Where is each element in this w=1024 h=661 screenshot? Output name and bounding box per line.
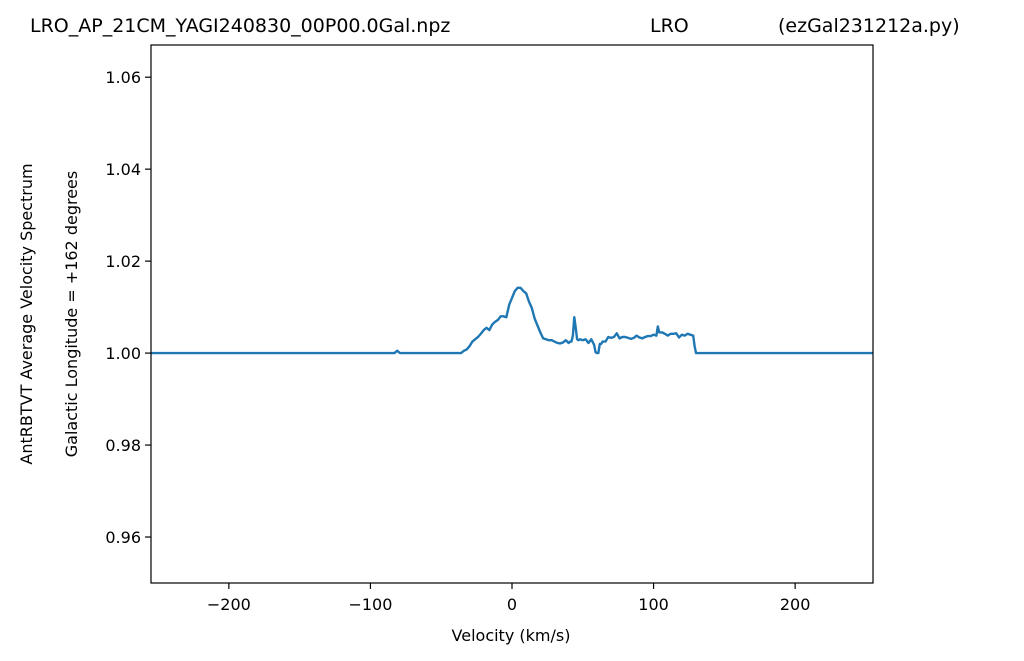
y-axis-label-longitude: Galactic Longitude = +162 degrees — [62, 171, 81, 457]
y-tick-label: 1.04 — [105, 160, 141, 179]
x-tick-label: 0 — [507, 595, 517, 614]
y-tick-label: 1.02 — [105, 252, 141, 271]
x-tick-label: 100 — [638, 595, 669, 614]
axis-ticks: −200 −100 0 100 200 0.96 0.98 1.00 1.02 1.04 1.06 — [105, 68, 810, 614]
series-line-0 — [151, 286, 873, 355]
y-tick-label: 0.98 — [105, 436, 141, 455]
y-tick-label: 1.06 — [105, 68, 141, 87]
y-tick-label: 1.00 — [105, 344, 141, 363]
title-filename: LRO_AP_21CM_YAGI240830_00P00.0Gal.npz — [30, 15, 450, 37]
title-observatory: LRO — [650, 15, 689, 37]
y-axis-label: AntRBTVT Average Velocity Spectrum — [17, 163, 36, 464]
plot-area — [150, 44, 874, 584]
plot-frame — [150, 44, 874, 584]
x-tick-label: −200 — [207, 595, 251, 614]
x-tick-label: −100 — [348, 595, 392, 614]
title-script: (ezGal231212a.py) — [778, 15, 960, 37]
y-tick-label: 0.96 — [105, 528, 141, 547]
x-axis-label: Velocity (km/s) — [452, 626, 571, 645]
x-tick-label: 200 — [780, 595, 811, 614]
